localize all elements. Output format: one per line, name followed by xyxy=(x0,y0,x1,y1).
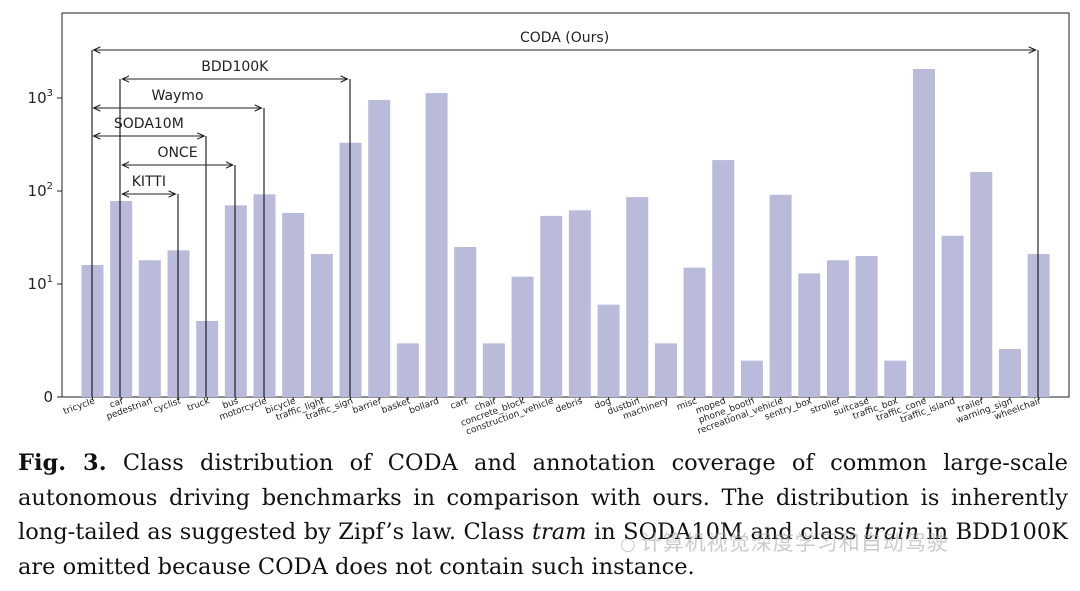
bar-moped xyxy=(712,160,735,397)
x-tick-label-cart: cart xyxy=(449,396,469,412)
caption-text-middle: in SODA10M and class xyxy=(586,519,865,545)
bar-bicycle xyxy=(282,213,305,397)
caption-italic-tram: tram xyxy=(531,519,587,545)
caption-text-after: in BDD100K are omitted because CODA does… xyxy=(18,519,1068,580)
bar-machinery xyxy=(654,343,677,397)
bar-trailer xyxy=(970,172,993,397)
span-label-coda-ours-: CODA (Ours) xyxy=(520,30,609,46)
bar-construction_vehicle xyxy=(540,215,563,397)
bar-pedestrian xyxy=(138,260,161,397)
x-tick-label-truck: truck xyxy=(186,396,212,414)
bar-traffic_box xyxy=(884,360,907,397)
bar-wheelchair xyxy=(1027,254,1050,397)
span-label-kitti: KITTI xyxy=(132,174,166,190)
x-tick-label-cyclist: cyclist xyxy=(152,396,183,415)
bars xyxy=(81,69,1050,397)
y-tick-label-3: 103 xyxy=(28,88,53,107)
bar-dog xyxy=(597,304,620,397)
bar-bollard xyxy=(425,93,448,397)
x-tick-label-car: car xyxy=(108,396,125,410)
bar-traffic_light xyxy=(310,254,333,397)
bar-misc xyxy=(683,267,706,397)
bar-cart xyxy=(454,246,477,397)
x-tick-label-tricycle: tricycle xyxy=(62,396,97,417)
bar-recreational_vehicle xyxy=(769,194,792,397)
bar-chair xyxy=(482,343,505,397)
class-distribution-chart: 0 101 102 103 CODA (Ours) BDD100K Waymo SODA10… xyxy=(28,12,1070,437)
dataset-span-lines xyxy=(91,50,1039,397)
dataset-spans: CODA (Ours) BDD100K Waymo SODA10M ONCE KITTI xyxy=(94,30,1036,194)
bar-stroller xyxy=(826,260,849,397)
watermark-text: 计算机视觉深度学习和自动驾驶 xyxy=(640,531,949,555)
x-tick-label-bollard: bollard xyxy=(408,396,441,416)
y-tick-label-0: 0 xyxy=(43,388,53,406)
bar-barrier xyxy=(368,100,391,397)
watermark: ○ 计算机视觉深度学习和自动驾驶 xyxy=(620,527,949,557)
plot-frame xyxy=(61,12,1070,398)
bar-phone_booth xyxy=(740,360,763,397)
span-label-bdd100k: BDD100K xyxy=(201,59,269,75)
span-label-once: ONCE xyxy=(157,145,197,161)
bar-car xyxy=(110,201,133,397)
bar-truck xyxy=(196,321,219,397)
bar-dustbin xyxy=(626,197,649,397)
bar-basket xyxy=(396,343,419,397)
bar-concrete_block xyxy=(511,276,534,397)
wechat-icon: ○ xyxy=(620,534,637,555)
bar-warning_sign xyxy=(998,349,1021,397)
x-tick-label-barrier: barrier xyxy=(351,396,383,416)
caption-label: Fig. 3. xyxy=(18,450,107,476)
bar-bus xyxy=(224,205,247,397)
bar-traffic_cone xyxy=(912,69,935,397)
y-axis: 0 101 102 103 xyxy=(28,88,62,406)
x-tick-label-debris: debris xyxy=(554,396,584,415)
caption-text-before: Class distribution of CODA and annotatio… xyxy=(18,450,1068,545)
y-tick-label-2: 102 xyxy=(28,181,53,200)
bar-traffic_island xyxy=(941,235,964,397)
span-label-waymo: Waymo xyxy=(152,88,204,104)
bar-debris xyxy=(568,210,591,397)
bar-suitcase xyxy=(855,256,878,397)
caption-italic-train: train xyxy=(864,519,919,545)
figure-caption: Fig. 3. Class distribution of CODA and a… xyxy=(18,446,1068,584)
span-label-soda10m: SODA10M xyxy=(114,116,184,132)
bar-sentry_box xyxy=(798,273,821,397)
y-tick-label-1: 101 xyxy=(28,274,53,293)
